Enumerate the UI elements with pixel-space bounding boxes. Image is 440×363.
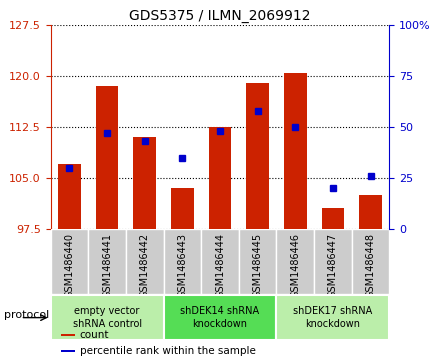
Text: GSM1486444: GSM1486444	[215, 233, 225, 298]
Text: count: count	[80, 330, 109, 340]
Bar	[61, 350, 75, 352]
Text: GSM1486448: GSM1486448	[366, 233, 376, 298]
Bar	[359, 195, 382, 229]
Text: GSM1486446: GSM1486446	[290, 233, 300, 298]
Bar	[61, 334, 75, 336]
Title: GDS5375 / ILMN_2069912: GDS5375 / ILMN_2069912	[129, 9, 311, 23]
Bar	[276, 229, 314, 294]
Bar	[164, 229, 201, 294]
Text: protocol: protocol	[4, 310, 50, 320]
Text: GSM1486443: GSM1486443	[177, 233, 187, 298]
Bar	[239, 229, 276, 294]
Bar	[352, 229, 389, 294]
Bar	[164, 295, 276, 340]
Bar	[171, 188, 194, 229]
Text: shDEK14 shRNA
knockdown: shDEK14 shRNA knockdown	[180, 306, 260, 329]
Text: shDEK17 shRNA
knockdown: shDEK17 shRNA knockdown	[293, 306, 373, 329]
Text: GSM1486440: GSM1486440	[64, 233, 74, 298]
Bar	[126, 229, 164, 294]
Bar	[58, 164, 81, 229]
Text: GSM1486447: GSM1486447	[328, 233, 338, 298]
Bar	[209, 127, 231, 229]
Text: GSM1486442: GSM1486442	[140, 233, 150, 298]
Bar	[246, 83, 269, 229]
Bar	[314, 229, 352, 294]
Bar	[276, 295, 389, 340]
Bar	[88, 229, 126, 294]
Text: GSM1486445: GSM1486445	[253, 233, 263, 298]
Text: GSM1486441: GSM1486441	[102, 233, 112, 298]
Bar	[284, 73, 307, 229]
Bar	[51, 229, 88, 294]
Bar	[133, 137, 156, 229]
Text: percentile rank within the sample: percentile rank within the sample	[80, 346, 256, 356]
Bar	[201, 229, 239, 294]
Bar	[322, 208, 344, 229]
Bar	[96, 86, 118, 229]
Text: empty vector
shRNA control: empty vector shRNA control	[73, 306, 142, 329]
Bar	[51, 295, 164, 340]
